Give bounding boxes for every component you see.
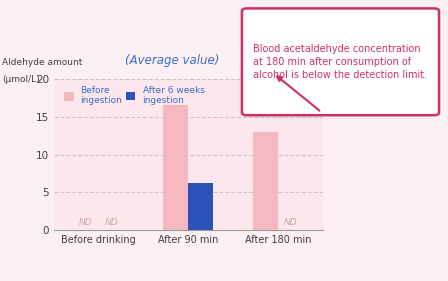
Text: (Average value): (Average value): [125, 55, 220, 67]
Text: (μmol/L): (μmol/L): [2, 75, 40, 84]
Legend: Before
ingestion, After 6 weeks
ingestion: Before ingestion, After 6 weeks ingestio…: [61, 83, 207, 108]
Text: ND: ND: [104, 217, 118, 226]
Bar: [188, 183, 213, 230]
Text: Aldehyde amount: Aldehyde amount: [2, 58, 82, 67]
Bar: [253, 132, 278, 230]
Bar: [163, 105, 188, 230]
Text: Blood acetaldehyde concentration
at 180 min after consumption of
alcohol is belo: Blood acetaldehyde concentration at 180 …: [254, 44, 427, 80]
Text: ND: ND: [284, 217, 297, 226]
Text: ND: ND: [79, 217, 93, 226]
